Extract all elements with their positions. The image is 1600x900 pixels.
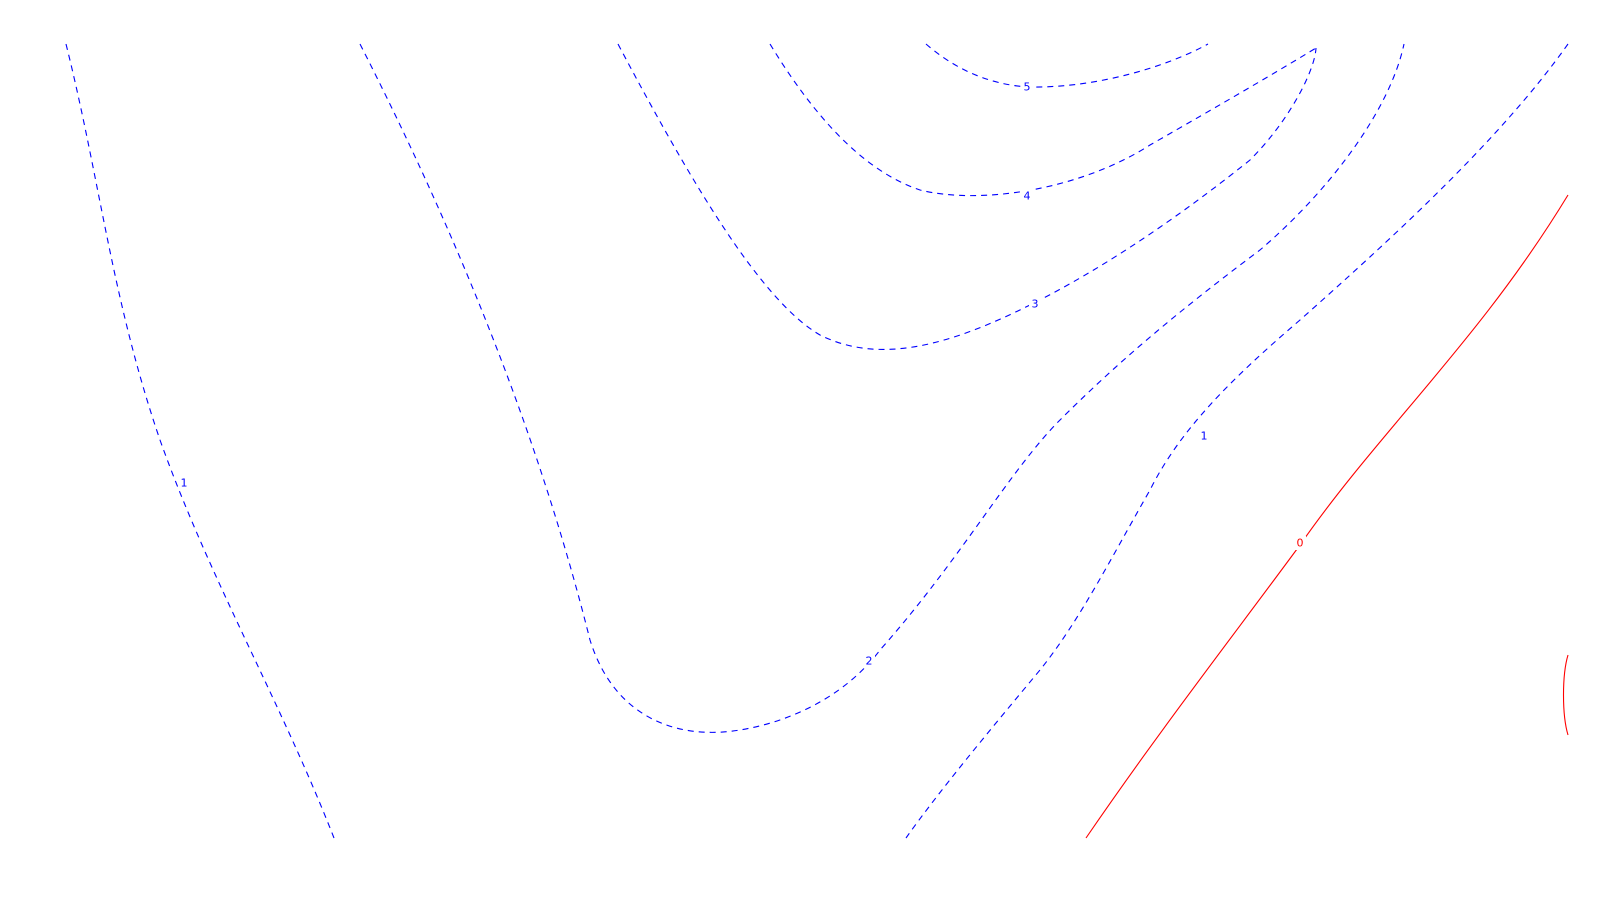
- contour-label-level-0: 0: [1297, 537, 1304, 550]
- contour-label-bg: [1021, 80, 1033, 94]
- contour-line-level-5: [925, 43, 1209, 88]
- contour-label-bg: [1294, 536, 1306, 550]
- contour-label-level-2: 2: [866, 655, 873, 668]
- contour-label-bg: [1029, 297, 1041, 311]
- contour-line-level-3: [617, 43, 1317, 350]
- contour-line-level-1-right: [905, 43, 1569, 839]
- contour-line-level-2: [359, 43, 1405, 733]
- contour-label-level-4: 4: [1024, 190, 1031, 203]
- contour-label-level-1-right: 1: [1201, 430, 1208, 443]
- contour-line-level-0: [1085, 194, 1569, 839]
- contour-label-level-3: 3: [1032, 298, 1039, 311]
- contour-label-bg: [863, 654, 875, 668]
- contour-line-level-0-edge-arc: [1562, 654, 1569, 736]
- contour-line-level-4: [769, 43, 1317, 197]
- contour-label-bg: [1021, 189, 1033, 203]
- contour-line-level-1-left: [65, 43, 335, 839]
- contour-label-bg: [178, 476, 190, 490]
- contour-label-level-5: 5: [1024, 81, 1031, 94]
- contour-label-bg: [1198, 429, 1210, 443]
- contour-label-level-1-left: 1: [181, 477, 188, 490]
